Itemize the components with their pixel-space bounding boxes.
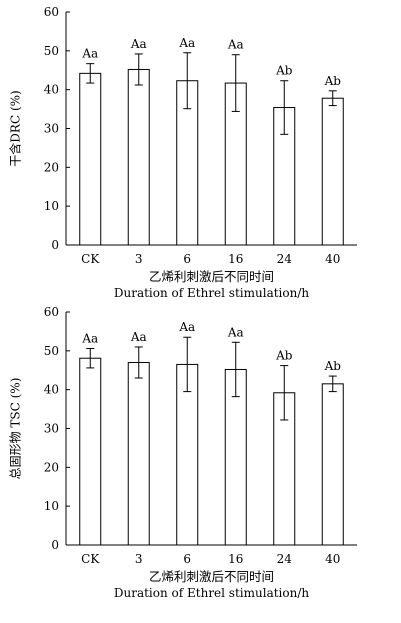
- x-tick-label: 40: [325, 552, 340, 566]
- significance-label: Ab: [324, 74, 342, 88]
- bar: [79, 72, 102, 246]
- bar: [321, 97, 344, 246]
- significance-label: Aa: [227, 38, 244, 52]
- x-tick-label: 6: [183, 552, 191, 566]
- x-tick-label: 6: [183, 252, 191, 266]
- y-tick-label: 20: [44, 160, 59, 174]
- y-tick-label: 30: [44, 122, 59, 136]
- x-tick-label: 3: [135, 552, 143, 566]
- x-axis-subtitle: Duration of Ethrel stimulation/h: [114, 586, 310, 600]
- bar: [127, 68, 150, 246]
- y-tick-label: 50: [44, 344, 59, 358]
- y-tick-label: 10: [44, 499, 59, 513]
- significance-label: Aa: [178, 36, 195, 50]
- y-tick-label: 60: [44, 5, 59, 19]
- x-tick-label: 16: [228, 252, 243, 266]
- y-tick-label: 30: [44, 422, 59, 436]
- significance-label: Aa: [81, 332, 98, 346]
- x-axis-subtitle: Duration of Ethrel stimulation/h: [114, 286, 310, 300]
- chart-drc: 0 10 20 30 40 50 60 干含DRC (%) Aa CK Aa 3 Aa 6 Aa 16 Ab 24…: [8, 5, 357, 300]
- significance-label: Aa: [178, 320, 195, 334]
- y-tick-label: 20: [44, 460, 59, 474]
- y-tick-label: 0: [51, 238, 59, 252]
- x-tick-label: CK: [81, 252, 100, 266]
- significance-label: Ab: [324, 359, 342, 373]
- y-tick-label: 0: [51, 538, 59, 552]
- x-tick-label: CK: [81, 552, 100, 566]
- significance-label: Aa: [227, 325, 244, 339]
- y-tick-label: 40: [44, 83, 59, 97]
- significance-label: Ab: [275, 64, 293, 78]
- bar: [79, 357, 102, 546]
- significance-label: Aa: [130, 37, 147, 51]
- y-tick-label: 10: [44, 199, 59, 213]
- bar: [127, 361, 150, 546]
- y-axis-title: 总固形物 TSC (%): [9, 378, 23, 480]
- y-tick-label: 50: [44, 44, 59, 58]
- x-tick-label: 24: [277, 552, 293, 566]
- x-tick-label: 24: [277, 252, 293, 266]
- x-tick-label: 16: [228, 552, 243, 566]
- significance-label: Aa: [130, 330, 147, 344]
- significance-label: Aa: [81, 47, 98, 61]
- y-tick-label: 40: [44, 383, 59, 397]
- y-tick-label: 60: [44, 305, 59, 319]
- x-axis-title: 乙烯利刺激后不同时间: [149, 569, 274, 584]
- chart-tsc: 0 10 20 30 40 50 60 总固形物 TSC (%) Aa CK Aa 3 Aa 6 Aa 16 A…: [9, 305, 357, 600]
- significance-label: Ab: [275, 349, 293, 363]
- x-tick-label: 40: [325, 252, 340, 266]
- y-axis-title: 干含DRC (%): [8, 90, 23, 166]
- x-tick-label: 3: [135, 252, 143, 266]
- bar: [321, 383, 344, 546]
- x-axis-title: 乙烯利刺激后不同时间: [149, 269, 274, 284]
